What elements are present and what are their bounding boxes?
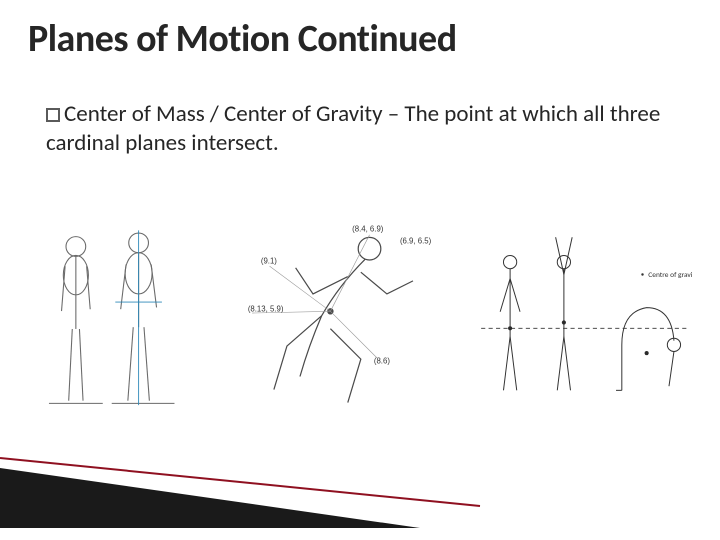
coord-label: (8.6) (374, 356, 390, 365)
slide-title: Planes of Motion Continued (28, 16, 457, 62)
coord-label: (6.9, 6.5) (400, 236, 432, 245)
slide: Planes of Motion Continued Center of Mas… (0, 0, 720, 540)
coord-label: (8.4, 6.9) (352, 224, 384, 233)
coord-label: (9.1) (261, 256, 277, 265)
coord-label: (8.13, 5.9) (248, 304, 284, 313)
body-rest: of Mass / Center of Gravity – The point … (46, 100, 660, 157)
figure-runner-com: (8.4, 6.9) (6.9, 6.5) (9.1) (8.13, 5.9) … (200, 200, 461, 440)
figure-mannequins (40, 210, 183, 430)
bullet-box-icon (46, 108, 60, 122)
bullet-term: Center (64, 100, 127, 128)
body-text: Center of Mass / Center of Gravity – The… (46, 100, 684, 159)
figure-row: (8.4, 6.9) (6.9, 6.5) (9.1) (8.13, 5.9) … (40, 195, 692, 445)
slide-decor-icon (0, 450, 720, 540)
figure-cog-poses: Centre of gravity (477, 210, 692, 430)
cog-label-text: Centre of gravity (648, 270, 692, 279)
